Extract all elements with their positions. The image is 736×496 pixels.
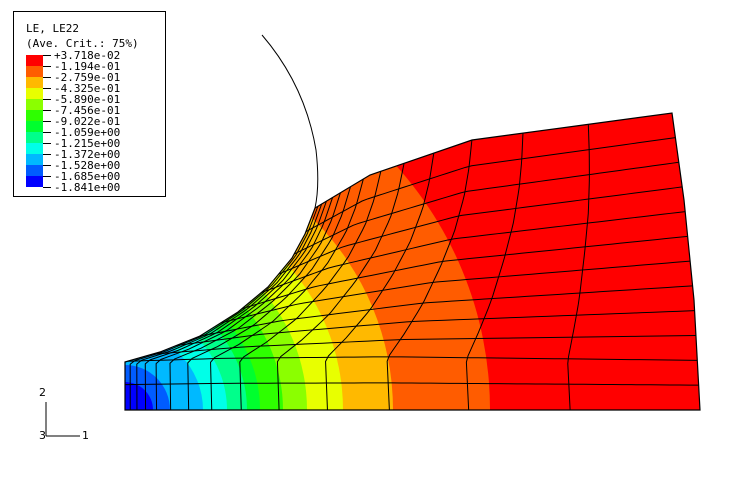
mesh-row-line (124, 382, 699, 386)
mesh-column-line (325, 153, 435, 411)
triad-label-3: 3 (39, 429, 46, 442)
mesh-row-line (305, 137, 676, 233)
legend-swatch (26, 55, 43, 66)
mesh-row-line (175, 310, 695, 347)
legend-tick (43, 143, 51, 144)
mesh-row-line (199, 285, 693, 337)
legend-swatch (26, 77, 43, 88)
legend-tick (43, 77, 51, 78)
mesh-row-line (241, 235, 688, 310)
legend-swatch (26, 88, 43, 99)
legend-value: -4.325e-01 (54, 82, 121, 95)
legend-title: LE, LE22 (26, 22, 79, 35)
legend-tick (43, 66, 51, 67)
mesh-column-line (155, 197, 334, 411)
legend-subtitle: (Ave. Crit.: 75%) (26, 37, 139, 50)
mesh-row-line (278, 186, 683, 275)
legend-tick (43, 154, 51, 155)
legend-tick (43, 187, 51, 188)
mesh-column-line (169, 192, 341, 411)
legend-tick (43, 121, 51, 122)
legend-value: -9.022e-01 (54, 115, 121, 128)
mesh-column-line (465, 133, 524, 411)
mesh-column-line (129, 206, 319, 411)
legend-swatch (26, 143, 43, 154)
legend-value: -1.059e+00 (54, 126, 121, 139)
legend-swatch (26, 165, 43, 176)
mesh-column-line (144, 200, 327, 411)
legend-value: -1.372e+00 (54, 148, 121, 161)
legend-tick (43, 99, 51, 100)
legend-tick (43, 55, 51, 56)
mesh-column-line (386, 139, 473, 411)
triad-label-2: 2 (39, 386, 46, 399)
legend-value: -1.841e+00 (54, 181, 121, 194)
legend-value: -2.759e-01 (54, 71, 121, 84)
mesh-column-line (276, 163, 405, 411)
axis-triad (45, 402, 80, 437)
mesh-row-line (127, 356, 698, 362)
legend-tick (43, 132, 51, 133)
mesh-column-line (210, 178, 364, 411)
legend-swatch (26, 121, 43, 132)
mesh-row-line (220, 260, 691, 324)
undeformed-edge (261, 34, 319, 209)
mesh-column-line (187, 186, 351, 411)
contour-legend: LE, LE22 (Ave. Crit.: 75%) +3.718e-02 -1.… (13, 11, 166, 197)
legend-swatch (26, 99, 43, 110)
mesh-column-line (239, 171, 382, 411)
triad-label-1: 1 (82, 429, 89, 442)
legend-value: -1.194e-01 (54, 60, 121, 73)
mesh-column-line (567, 124, 590, 411)
legend-tick (43, 176, 51, 177)
legend-tick (43, 165, 51, 166)
legend-value: -1.215e+00 (54, 137, 121, 150)
mesh-row-line (293, 161, 679, 255)
legend-value: -1.685e+00 (54, 170, 121, 183)
legend-swatch (26, 154, 43, 165)
legend-swatch (26, 110, 43, 121)
legend-swatch (26, 132, 43, 143)
legend-value: -5.890e-01 (54, 93, 121, 106)
legend-tick (43, 88, 51, 89)
legend-value: -7.456e-01 (54, 104, 121, 117)
mesh-row-line (151, 334, 696, 355)
mesh-lines (124, 124, 699, 411)
mesh-column-line (136, 203, 323, 411)
legend-swatch (26, 176, 43, 187)
legend-value: +3.718e-02 (54, 49, 121, 62)
mesh-row-line (261, 211, 686, 293)
legend-value: -1.528e+00 (54, 159, 121, 172)
legend-tick (43, 110, 51, 111)
legend-swatch (26, 66, 43, 77)
